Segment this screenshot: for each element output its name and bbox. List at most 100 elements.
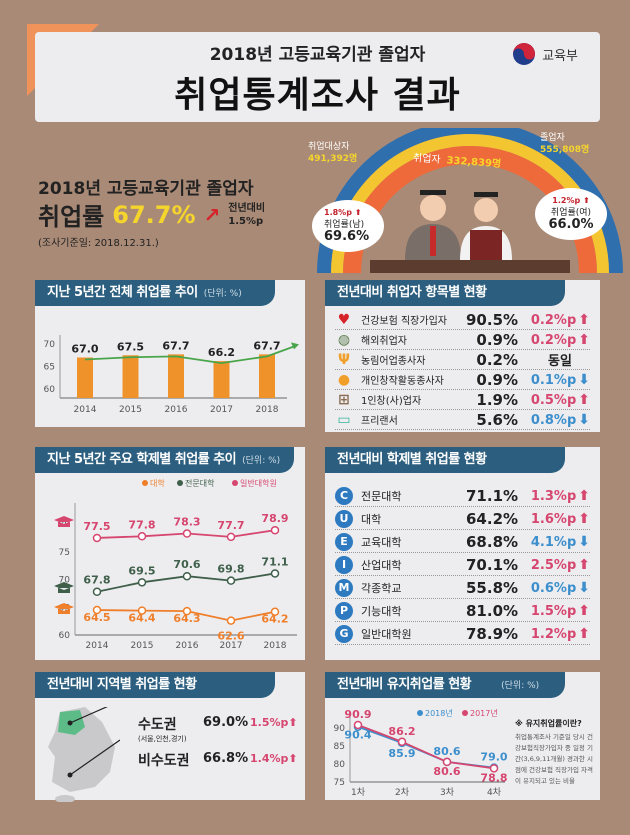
x-tick-label: 2014 bbox=[74, 405, 97, 415]
unit-label: (단위: %) bbox=[242, 456, 281, 466]
data-label: 70.6 bbox=[173, 558, 200, 571]
arrow-down-icon: ⬇ bbox=[578, 411, 590, 428]
bar bbox=[122, 355, 139, 398]
arrow-up-icon: ↗ bbox=[203, 202, 221, 227]
data-label: 80.6 bbox=[433, 765, 460, 778]
program-label: 대학 bbox=[361, 512, 382, 526]
arrow-up-icon: ⬆ bbox=[578, 391, 590, 408]
data-label: 67.7 bbox=[162, 339, 189, 352]
panel-title: 전년대비 지역별 취업률 현황 bbox=[47, 677, 197, 692]
data-label: 69.5 bbox=[128, 564, 155, 577]
legend-marker bbox=[232, 480, 238, 486]
ministry-logo: 교육부 bbox=[512, 42, 578, 66]
legend-label: 2017년 bbox=[470, 708, 498, 718]
legend-marker bbox=[417, 710, 423, 716]
region-label: 수도권 bbox=[138, 717, 177, 733]
category-row: Ψ 농림어업종사자 0.2% 동일 bbox=[335, 350, 590, 370]
category-panel: 전년대비 취업자 항목별 현황 ♥ 건강보험 직장가입자 90.5% 0.2%p… bbox=[325, 280, 600, 432]
series-line-1 bbox=[357, 724, 495, 770]
female-rate-bubble: 1.2%p ⬆ 취업률(여) 66.0% bbox=[535, 188, 607, 240]
category-value: 0.9% bbox=[476, 370, 518, 389]
x-tick-label: 2017 bbox=[210, 405, 233, 415]
arrow-up-icon: ⬆ bbox=[578, 602, 590, 619]
data-label: 85.9 bbox=[388, 747, 415, 760]
data-point bbox=[92, 533, 102, 543]
category-change: 0.8%p bbox=[530, 412, 577, 428]
legend-marker bbox=[177, 480, 183, 486]
program-rate-chart: 60657075802014201520162017201864.564.464… bbox=[54, 478, 297, 651]
data-point bbox=[92, 605, 102, 615]
data-label: 67.5 bbox=[117, 340, 144, 353]
category-change: 0.2%p bbox=[530, 332, 577, 348]
data-point bbox=[182, 571, 192, 581]
y-tick-label: 60 bbox=[44, 385, 56, 395]
category-value: 0.2% bbox=[476, 350, 518, 369]
program-change: 1.5%p bbox=[530, 603, 577, 619]
program-label: 전문대학 bbox=[361, 489, 402, 503]
arrow-down-icon: ⬇ bbox=[578, 533, 590, 550]
category-value: 90.5% bbox=[466, 310, 519, 329]
region-value: 66.8% bbox=[203, 751, 249, 766]
data-point bbox=[270, 607, 280, 616]
data-point bbox=[92, 587, 102, 596]
program-value: 70.1% bbox=[466, 555, 519, 574]
region-change: 1.5%p bbox=[250, 716, 289, 729]
program-row: G 일반대학원 78.9% 1.2%p ⬆ bbox=[335, 623, 590, 645]
overall-rate-chart: 60 65 70 67.0 2014 67.5 2015 67.7 2016 66.2 2017 67… bbox=[44, 335, 299, 415]
overall-trend-panel: 60 65 70 67.0 2014 67.5 2015 67.7 2016 66.2 2017 67… bbox=[35, 280, 305, 427]
rate-label: 취업률 bbox=[38, 203, 105, 231]
desk bbox=[370, 260, 570, 273]
x-tick-label: 2014 bbox=[86, 641, 109, 651]
yoy-value: 1.5%p bbox=[228, 215, 264, 227]
region-label: 비수도권 bbox=[138, 753, 190, 769]
employed-label: 취업자 bbox=[412, 152, 441, 166]
yoy-label: 전년대비 bbox=[228, 202, 266, 214]
category-row: ● 개인창작활동종사자 0.9% 0.1%p ⬇ bbox=[335, 370, 590, 390]
category-label: 프리랜서 bbox=[361, 416, 398, 427]
category-value: 0.9% bbox=[476, 330, 518, 349]
overall-rate: 67.7% bbox=[112, 200, 196, 229]
program-letter-icon: E bbox=[335, 532, 353, 551]
female-label: 취업률(여) bbox=[550, 208, 592, 218]
data-point bbox=[270, 525, 280, 535]
bar bbox=[77, 357, 93, 398]
program-row: U 대학 64.2% 1.6%p ⬆ bbox=[335, 508, 590, 530]
retention-panel: 75 80 85 90 1차 2차 3차 4차 90.4 85.9 80.6 79.0 2018년 90.… bbox=[325, 672, 600, 800]
data-label: 64.2 bbox=[261, 613, 288, 626]
legend-label: 2018년 bbox=[425, 708, 453, 718]
data-label: 79.0 bbox=[480, 751, 507, 764]
bar bbox=[168, 354, 184, 398]
data-label: 86.2 bbox=[388, 725, 415, 738]
program-letter-icon: C bbox=[335, 486, 353, 505]
bar bbox=[259, 354, 275, 398]
program-row: P 기능대학 81.0% 1.5%p ⬆ bbox=[335, 600, 590, 622]
taegeuk-icon bbox=[513, 43, 536, 65]
program-row: E 교육대학 68.8% 4.1%p ⬇ bbox=[335, 531, 590, 553]
program-value: 55.8% bbox=[466, 578, 519, 597]
data-point bbox=[397, 737, 407, 747]
graduates-label: 졸업자 bbox=[540, 133, 565, 143]
category-change: 동일 bbox=[548, 354, 572, 369]
survey-date: (조사기준일: 2018.12.31.) bbox=[38, 238, 159, 249]
panel-title: 지난 5년간 전체 취업률 추이 bbox=[47, 285, 198, 300]
y-tick-label: 65 bbox=[44, 363, 55, 373]
page-subtitle: 2018년 고등교육기관 졸업자 bbox=[209, 45, 426, 65]
data-point bbox=[442, 757, 452, 767]
x-tick-label: 2018 bbox=[264, 641, 287, 651]
category-value: 1.9% bbox=[476, 390, 518, 409]
category-row: ♥ 건강보험 직장가입자 90.5% 0.2%p ⬆ bbox=[335, 310, 590, 330]
category-change: 0.2%p bbox=[530, 312, 577, 328]
data-label: 69.8 bbox=[217, 563, 244, 576]
male-change: 1.8%p bbox=[324, 208, 352, 217]
y-tick-label: 75 bbox=[334, 778, 345, 788]
data-label: 77.5 bbox=[83, 520, 110, 533]
panel-title: 전년대비 학제별 취업률 현황 bbox=[337, 452, 487, 467]
region-panel: 전년대비 지역별 취업률 현황 수도권 (서울,인천,경기) 69.0% 1.5… bbox=[35, 672, 305, 802]
arrow-up-icon: ⬆ bbox=[578, 331, 590, 348]
data-label: 64.3 bbox=[173, 612, 200, 625]
legend-label: 일반대학원 bbox=[240, 478, 277, 488]
program-change: 0.6%p bbox=[530, 580, 577, 596]
program-value: 81.0% bbox=[466, 601, 519, 620]
unit-label: (단위: %) bbox=[203, 289, 242, 299]
program-letter-icon: M bbox=[335, 578, 353, 597]
